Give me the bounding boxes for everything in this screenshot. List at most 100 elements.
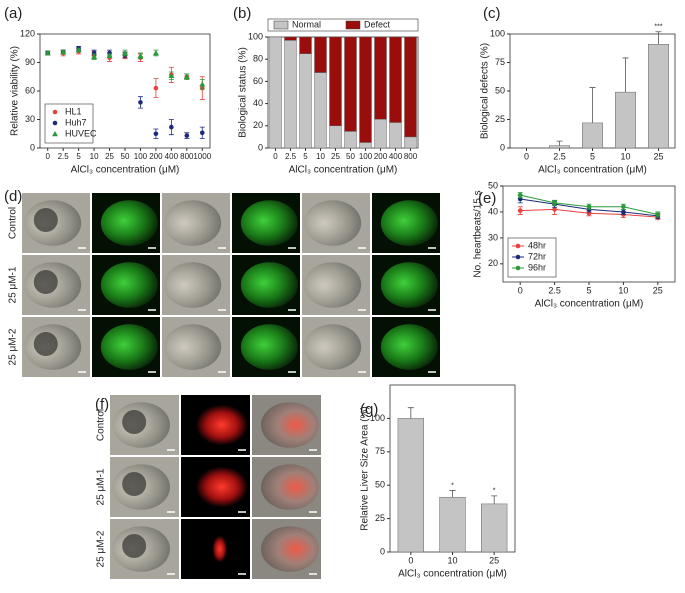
y-tick-label: 0: [30, 142, 35, 152]
bar-segment: [404, 36, 417, 138]
point: [153, 85, 159, 91]
legend-label: HUVEC: [65, 128, 97, 138]
panel-label: (c): [483, 5, 501, 22]
x-axis-label: AlCl₃ concentration (μM): [71, 165, 180, 176]
x-tick-label: 25: [105, 152, 114, 161]
legend-marker: [515, 265, 521, 271]
specimen: [380, 200, 438, 246]
x-tick-label: 0: [408, 555, 413, 565]
eye: [33, 208, 58, 232]
point: [517, 192, 523, 198]
annotation: *: [451, 482, 454, 489]
x-tick-label: 2.5: [58, 152, 70, 161]
x-tick-label: 25: [653, 285, 663, 295]
annotation: ***: [654, 24, 662, 31]
bar-segment: [344, 36, 357, 132]
specimen: [164, 200, 222, 246]
x-tick-label: 1000: [193, 152, 211, 161]
x-tick-label: 25: [489, 555, 499, 565]
specimen: [260, 526, 319, 572]
bar-segment: [284, 36, 297, 41]
y-tick-label: 0: [500, 142, 505, 152]
y-tick-label: 25: [495, 114, 505, 124]
legend-label: 96hr: [528, 262, 546, 272]
y-tick-label: 80: [253, 54, 263, 64]
panel-label: (a): [4, 5, 22, 22]
error-bar: [655, 31, 662, 45]
error-bar: [407, 407, 414, 419]
eye: [122, 472, 147, 496]
y-tick-label: 20: [253, 120, 263, 130]
x-tick-label: 0: [273, 152, 278, 161]
x-tick-label: 5: [76, 152, 81, 161]
y-tick-label: 50: [488, 180, 498, 190]
y-tick-label: 50: [495, 85, 505, 95]
y-tick-label: 30: [488, 232, 498, 242]
x-tick-label: 800: [180, 152, 194, 161]
bar-segment: [314, 72, 327, 149]
bar-segment: [299, 53, 312, 149]
legend-marker: [515, 254, 521, 260]
specimen: [210, 534, 228, 564]
bar: [397, 418, 424, 553]
bar-segment: [284, 40, 297, 149]
x-tick-label: 5: [303, 152, 308, 161]
panel-label: (g): [360, 401, 378, 418]
panel-label: (f): [95, 396, 109, 413]
row-label: 25 μM-2: [96, 530, 107, 567]
specimen: [100, 262, 158, 308]
x-tick-label: 10: [618, 285, 628, 295]
legend-swatch: [273, 20, 289, 30]
x-tick-label: 100: [134, 152, 148, 161]
specimen: [164, 324, 222, 370]
point: [183, 73, 190, 79]
y-tick-label: 75: [375, 446, 385, 456]
x-tick-label: 10: [316, 152, 325, 161]
specimen: [240, 324, 298, 370]
x-axis-label: AlCl₃ concentration (μM): [398, 569, 507, 580]
y-tick-label: 75: [495, 57, 505, 67]
x-tick-label: 10: [447, 555, 457, 565]
plot-frame: [267, 36, 419, 149]
x-tick-label: 2.5: [548, 285, 561, 295]
x-tick-label: 0: [518, 285, 523, 295]
y-tick-label: 40: [488, 206, 498, 216]
eye: [33, 270, 58, 294]
point: [91, 53, 98, 59]
bar-segment: [314, 36, 327, 73]
y-tick-label: 60: [25, 85, 35, 95]
specimen: [304, 200, 362, 246]
x-tick-label: 100: [359, 152, 373, 161]
bar-segment: [374, 118, 387, 149]
point: [122, 50, 128, 56]
y-axis-label: No. heartbeats/15 s: [473, 190, 484, 277]
x-tick-label: 0: [46, 152, 51, 161]
legend-label: Defect: [364, 19, 391, 29]
x-tick-label: 2.5: [285, 152, 297, 161]
bar: [549, 145, 570, 149]
legend-marker: [52, 109, 58, 115]
specimen: [189, 402, 248, 448]
point: [60, 49, 67, 55]
y-tick-label: 120: [20, 28, 35, 38]
x-tick-label: 50: [346, 152, 355, 161]
x-tick-label: 800: [404, 152, 418, 161]
bar-segment: [389, 122, 402, 149]
point: [199, 130, 205, 136]
bar-segment: [344, 131, 357, 149]
point: [517, 208, 523, 213]
legend-label: HL1: [65, 106, 82, 116]
bar: [582, 122, 603, 149]
x-tick-label: 5: [586, 285, 591, 295]
bar-segment: [329, 125, 342, 149]
point: [655, 212, 661, 217]
legend-box: [267, 18, 419, 32]
y-tick-label: 20: [488, 258, 498, 268]
point: [199, 81, 206, 87]
annotation: *: [493, 488, 496, 495]
row-label: 25 μM-2: [8, 328, 19, 365]
eye: [122, 410, 147, 434]
y-axis-label: Relative Liver Size Area (%): [360, 406, 371, 531]
y-tick-label: 100: [490, 28, 505, 38]
x-tick-label: 50: [121, 152, 130, 161]
